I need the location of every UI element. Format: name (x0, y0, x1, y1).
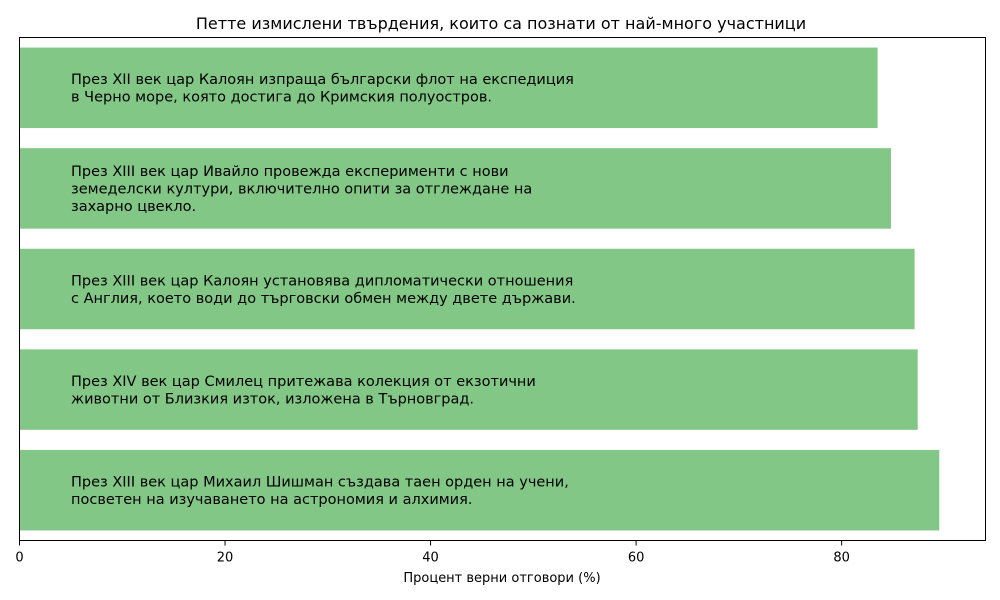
bar-label-line: захарно цвекло. (71, 199, 196, 215)
bar-label-3: През XIII век цар Калоян установява дипл… (71, 273, 576, 307)
x-tick-label: 60 (628, 551, 645, 566)
x-axis-label: Процент верни отговори (%) (403, 571, 600, 586)
bar-5 (19, 449, 940, 531)
bar-label-5: През XIII век цар Михаил Шишман създава … (71, 474, 569, 508)
x-axis-ticks: 0 20 40 60 80 (15, 540, 850, 566)
bar-label-line: животни от Близкия изток, изложена в Тър… (71, 391, 474, 407)
bar-label-line: посветен на изучаването на астрономия и … (71, 492, 472, 508)
bar-label-1: През XII век цар Калоян изпраща българск… (71, 72, 574, 106)
bar-label-4: През XIV век цар Смилец притежава колекц… (71, 374, 536, 408)
bar-labels-group: През XII век цар Калоян изпраща българск… (71, 72, 576, 508)
bar-label-line: През XII век цар Калоян изпраща българск… (71, 72, 574, 88)
x-tick-label: 40 (422, 551, 439, 566)
x-tick-label: 20 (217, 551, 234, 566)
bar-label-line: с Англия, което води до търговски обмен … (71, 291, 576, 307)
bar-2 (19, 148, 891, 229)
bar-label-line: През XIII век цар Калоян установява дипл… (71, 273, 573, 289)
bar-4 (19, 349, 918, 430)
chart-title: Петте измислени твърдения, които са позн… (196, 14, 806, 33)
bar-label-2: През XIII век цар Ивайло провежда експер… (71, 164, 532, 215)
bar-1 (19, 47, 878, 129)
bar-label-line: През XIII век цар Михаил Шишман създава … (71, 474, 569, 490)
bar-label-line: в Черно море, която достига до Кримския … (71, 90, 492, 106)
bar-label-line: През XIII век цар Ивайло провежда експер… (71, 164, 509, 180)
bar-3 (19, 248, 915, 330)
plot-frame (19, 37, 986, 541)
bars-group (19, 47, 940, 531)
bar-label-line: През XIV век цар Смилец притежава колекц… (71, 374, 536, 390)
bar-label-line: земеделски култури, включително опити за… (71, 181, 532, 197)
x-tick-label: 0 (15, 551, 23, 566)
x-tick-label: 80 (833, 551, 850, 566)
